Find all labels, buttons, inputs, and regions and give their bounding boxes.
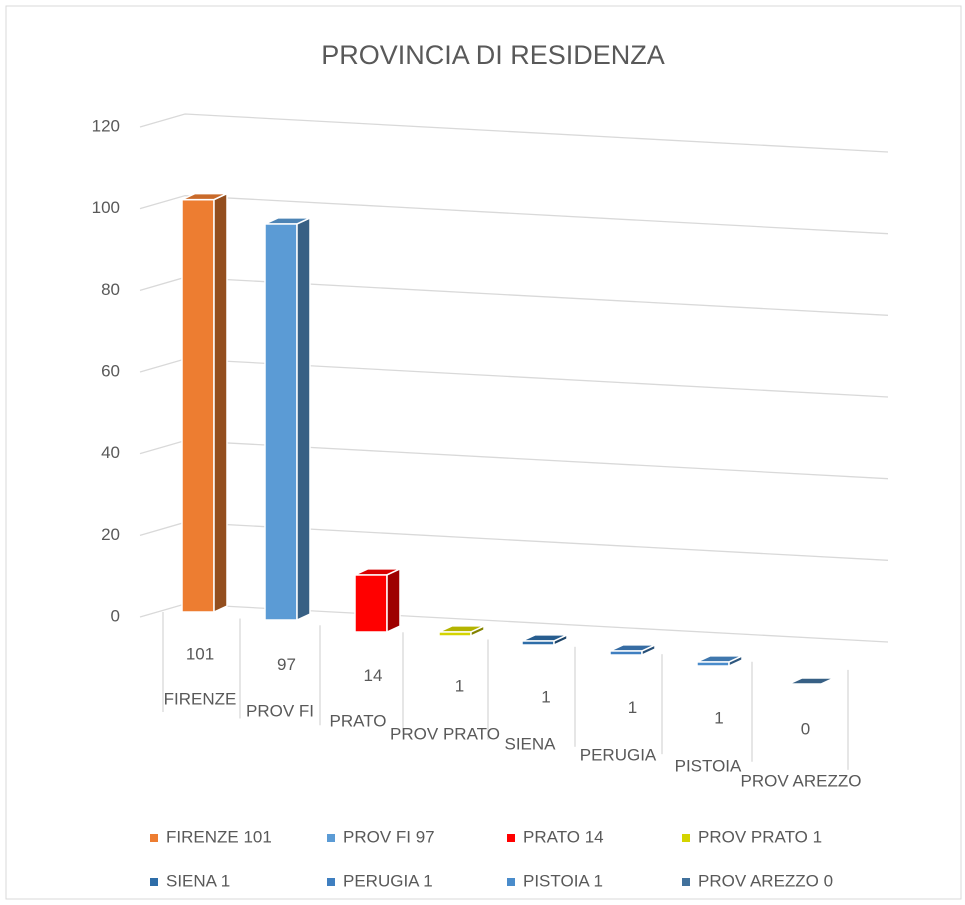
- chart-title: PROVINCIA DI RESIDENZA: [321, 40, 665, 70]
- table-value: 1: [714, 709, 723, 728]
- grid-line: [139, 113, 889, 153]
- x-tick-label: PISTOIA: [675, 756, 742, 775]
- legend-marker: [682, 878, 690, 886]
- legend-marker: [682, 834, 690, 842]
- y-tick-label: 120: [92, 116, 120, 135]
- bar-top: [521, 634, 568, 642]
- bar-front: [264, 223, 298, 621]
- bar-top: [788, 677, 835, 685]
- bar-side: [386, 567, 401, 634]
- bar: [438, 624, 485, 638]
- bar-top: [696, 655, 743, 663]
- legend-label: SIENA 1: [166, 871, 230, 890]
- bar-top: [438, 625, 485, 633]
- y-tick-label: 20: [101, 525, 120, 544]
- legend-label: PRATO 14: [523, 827, 604, 846]
- bar-top: [181, 192, 228, 201]
- chart-border: [5, 5, 962, 900]
- grid-line: [139, 195, 889, 235]
- legend-label: PROV FI 97: [343, 827, 435, 846]
- y-tick-label: 60: [101, 361, 120, 380]
- legend-label: PERUGIA 1: [343, 871, 433, 890]
- bar: [696, 654, 743, 668]
- x-tick-label: PROV PRATO: [390, 724, 500, 743]
- x-tick-label: PROV AREZZO: [741, 771, 862, 790]
- table-value: 1: [628, 698, 637, 717]
- table-value: 14: [364, 666, 383, 685]
- legend-label: PROV PRATO 1: [698, 827, 822, 846]
- x-tick-label: FIRENZE: [164, 689, 237, 708]
- y-tick-label: 0: [111, 606, 120, 625]
- y-tick-label: 100: [92, 198, 120, 217]
- table-value: 1: [541, 687, 550, 706]
- x-tick-label: PERUGIA: [580, 745, 657, 764]
- legend-label: PROV AREZZO 0: [698, 871, 833, 890]
- legend-marker: [507, 834, 515, 842]
- bar-side: [296, 216, 311, 622]
- table-value: 0: [801, 719, 810, 738]
- legend-marker: [327, 878, 335, 886]
- x-tick-label: PROV FI: [246, 701, 314, 720]
- legend-label: FIRENZE 101: [166, 827, 272, 846]
- bar-front: [354, 574, 388, 633]
- bar: [354, 567, 401, 634]
- table-value: 101: [186, 644, 214, 663]
- bar: [181, 192, 228, 614]
- x-tick-label: PRATO: [330, 711, 387, 730]
- y-tick-label: 40: [101, 443, 120, 462]
- legend-marker: [150, 878, 158, 886]
- legend-marker: [507, 878, 515, 886]
- legend-marker: [327, 834, 335, 842]
- bar-front: [181, 198, 215, 613]
- y-tick-label: 80: [101, 280, 120, 299]
- bar-top: [264, 217, 311, 225]
- bar-top: [609, 644, 656, 652]
- x-tick-label: SIENA: [504, 734, 556, 753]
- legend-label: PISTOIA 1: [523, 871, 603, 890]
- legend-marker: [150, 834, 158, 842]
- bar: [788, 677, 835, 685]
- table-value: 97: [277, 655, 296, 674]
- bar: [521, 633, 568, 647]
- bar: [609, 643, 656, 657]
- bar: [264, 216, 311, 622]
- bar-top: [354, 568, 401, 576]
- bar-side: [213, 192, 228, 614]
- table-value: 1: [455, 677, 464, 696]
